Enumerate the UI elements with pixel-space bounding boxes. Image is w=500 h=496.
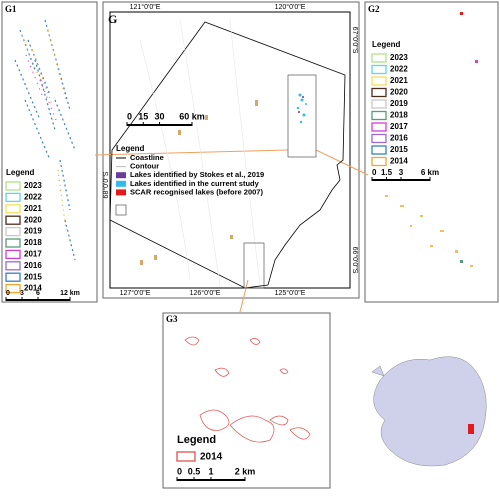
panel-g1 bbox=[1, 1, 98, 303]
scale-label: 0.5 bbox=[188, 466, 201, 476]
scale-label: 3 bbox=[20, 290, 24, 297]
legend-label: 2021 bbox=[24, 204, 42, 213]
legend-swatch bbox=[371, 53, 387, 63]
legend-swatch bbox=[5, 261, 21, 271]
scale-label: 15 bbox=[138, 111, 148, 121]
legend-swatch bbox=[371, 133, 387, 144]
legend-label: 2014 bbox=[24, 284, 42, 293]
scale-label: 12 km bbox=[60, 290, 80, 297]
lakes-g3 bbox=[184, 336, 311, 443]
antarctica-inset bbox=[371, 356, 487, 467]
scale-label: 2 km bbox=[235, 466, 256, 476]
legend-label: SCAR recognised lakes (before 2007) bbox=[130, 187, 263, 196]
scale-label: 0 bbox=[127, 111, 132, 121]
legend-swatch bbox=[5, 249, 21, 260]
legend-label: 2023 bbox=[24, 181, 42, 190]
panel-label: G2 bbox=[368, 4, 380, 14]
lakes-g1 bbox=[14, 19, 76, 261]
legend-label: 2016 bbox=[24, 261, 42, 270]
legend-label: 2015 bbox=[390, 145, 408, 154]
legend-swatch bbox=[371, 145, 387, 155]
coord-label: 120°0'0"E bbox=[275, 3, 306, 11]
lakes-g2 bbox=[385, 12, 478, 267]
legend-label: 2014 bbox=[390, 157, 408, 166]
scale-label: 6 km bbox=[421, 168, 439, 177]
legend-label: 2022 bbox=[24, 193, 42, 202]
panel-label: G bbox=[108, 12, 117, 26]
scale-label: 1.5 bbox=[381, 168, 393, 177]
legend-label: 2020 bbox=[24, 215, 42, 224]
legend-label: Lakes identified in the current study bbox=[130, 179, 260, 188]
legend-swatch bbox=[371, 110, 387, 121]
legend-swatch bbox=[371, 156, 387, 167]
panel-label: G3 bbox=[166, 314, 178, 324]
coord-label: 126°0'0"E bbox=[190, 289, 221, 297]
legend-swatch bbox=[5, 226, 21, 237]
scale-label: 0 bbox=[372, 168, 377, 177]
coord-label: 68°0'0"S bbox=[102, 171, 110, 198]
legend-swatch bbox=[5, 283, 21, 294]
legend-label: 2016 bbox=[390, 134, 408, 143]
legend-title: Legend bbox=[6, 168, 35, 177]
legend-label: 2018 bbox=[390, 111, 408, 120]
panel-g2 bbox=[364, 1, 499, 303]
legend-swatch bbox=[371, 76, 387, 86]
legend-label: 2018 bbox=[24, 238, 42, 247]
map-frame bbox=[109, 11, 351, 289]
legend-title: Legend bbox=[177, 434, 216, 446]
coord-label: 67°0'0"S bbox=[351, 27, 359, 54]
coord-label: 127°0'0"E bbox=[120, 289, 151, 297]
legend-swatch bbox=[5, 204, 21, 214]
legend-label: 2022 bbox=[390, 65, 408, 74]
legend-swatch bbox=[371, 64, 387, 75]
legend-label: 2019 bbox=[24, 227, 42, 236]
map-g bbox=[109, 19, 346, 289]
legend-swatch bbox=[5, 238, 21, 248]
legend-label: 2017 bbox=[24, 250, 42, 259]
legend-label: Lakes identified by Stokes et al., 2019 bbox=[130, 170, 264, 179]
legend-title: Legend bbox=[372, 40, 401, 49]
panel-label: G1 bbox=[5, 4, 17, 14]
legend-swatch bbox=[5, 215, 21, 225]
legend-swatch bbox=[5, 181, 21, 191]
legend-label: 2021 bbox=[390, 76, 408, 85]
scale-label: 3 bbox=[399, 168, 404, 177]
scale-label: 30 bbox=[154, 111, 164, 121]
scale-label: 0 bbox=[177, 466, 182, 476]
scale-label: 6 bbox=[36, 290, 40, 297]
legend-label: 2017 bbox=[390, 122, 408, 131]
legend-swatch bbox=[371, 87, 387, 98]
legend-swatch bbox=[371, 99, 387, 109]
coord-label: 66°0'0"S bbox=[351, 247, 359, 274]
legend-swatch bbox=[116, 172, 126, 179]
legend-swatch bbox=[116, 180, 126, 187]
legend-label: Contour bbox=[130, 162, 159, 171]
legend-title: Legend bbox=[116, 144, 145, 153]
scale-label: 1 bbox=[208, 466, 213, 476]
legend-swatch bbox=[116, 189, 126, 196]
scale-label: 0 bbox=[6, 290, 10, 297]
legend-swatch bbox=[5, 192, 21, 203]
legend-label: Coastline bbox=[130, 153, 164, 162]
legend-label: 2020 bbox=[390, 88, 408, 97]
coord-label: 121°0'0"E bbox=[130, 3, 161, 11]
legend-label: 2015 bbox=[24, 272, 42, 281]
legend-swatch bbox=[5, 272, 21, 282]
legend-label: 2019 bbox=[390, 99, 408, 108]
legend-swatch bbox=[371, 122, 387, 132]
scale-label: 60 km bbox=[179, 111, 205, 121]
legend-swatch bbox=[176, 451, 196, 462]
panel-g3 bbox=[162, 312, 331, 489]
coord-label: 125°0'0"E bbox=[275, 289, 306, 297]
legend-label: 2023 bbox=[390, 53, 408, 62]
connectors bbox=[94, 149, 369, 313]
legend-label: 2014 bbox=[200, 452, 223, 463]
